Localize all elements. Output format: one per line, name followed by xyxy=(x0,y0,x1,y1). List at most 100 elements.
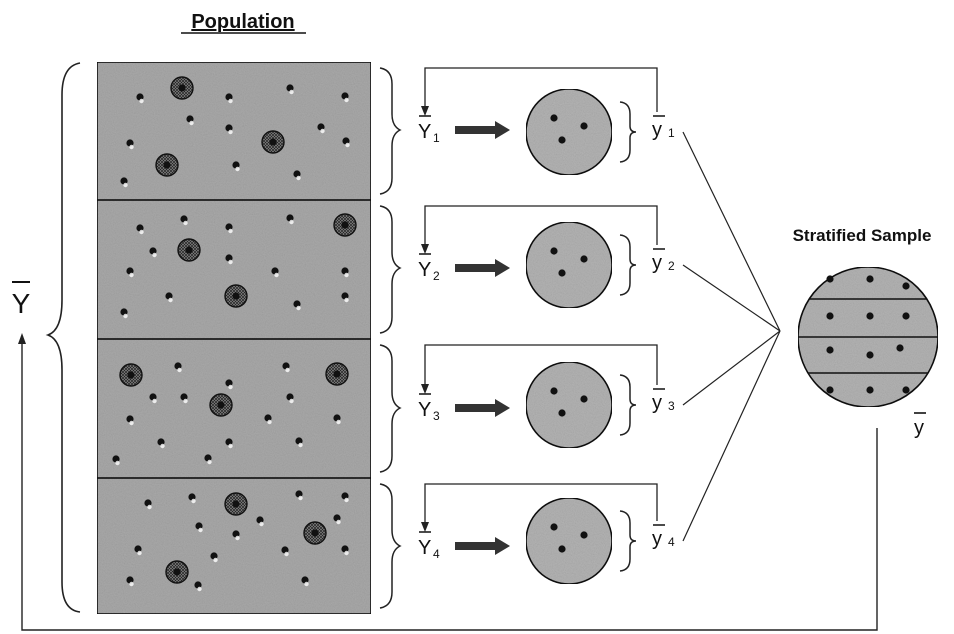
dot-highlight xyxy=(320,129,324,133)
sampled-unit-dot xyxy=(232,292,239,299)
stratum-feedback-arrowhead xyxy=(421,106,429,116)
stratum-mean-label: Y xyxy=(418,121,431,143)
stratum-to-sample-line xyxy=(683,132,780,331)
sample-unit-dot xyxy=(580,122,587,129)
sampled-unit-dot xyxy=(269,138,276,145)
sample-mean-label: y xyxy=(652,528,662,550)
sample-mean-subscript: 2 xyxy=(668,259,675,273)
stratified-unit-dot xyxy=(902,386,909,393)
sample-mean-label: y xyxy=(914,417,924,439)
dot-highlight xyxy=(235,167,239,171)
stratified-unit-dot xyxy=(826,312,833,319)
sample-unit-dot xyxy=(550,523,557,530)
stratified-unit-dot xyxy=(826,346,833,353)
stratum-brace xyxy=(380,68,400,194)
stratum-flows: Y 1 y 1Y 2y 2Y 3y 3Y 4y 4 xyxy=(380,68,780,608)
dot-highlight xyxy=(123,183,127,187)
stratum-4 xyxy=(97,478,371,614)
sample-mean-subscript: 4 xyxy=(668,535,675,549)
sample-unit-dot xyxy=(580,395,587,402)
dot-highlight xyxy=(183,221,187,225)
dot-highlight xyxy=(267,420,271,424)
dot-highlight xyxy=(189,121,193,125)
sample-mean-subscript: 3 xyxy=(668,399,675,413)
dot-highlight xyxy=(129,421,133,425)
population-title: Population xyxy=(191,11,294,33)
stratified-unit-dot xyxy=(866,351,873,358)
dot-highlight xyxy=(129,273,133,277)
stratum-to-sample-line xyxy=(683,331,780,405)
dot-highlight xyxy=(137,551,141,555)
dot-highlight xyxy=(228,130,232,134)
dot-highlight xyxy=(228,385,232,389)
stratum-brace xyxy=(380,484,400,608)
dot-highlight xyxy=(345,143,349,147)
sample-unit-dot xyxy=(558,545,565,552)
dot-highlight xyxy=(129,582,133,586)
dot-highlight xyxy=(344,98,348,102)
sample-unit-dot xyxy=(558,409,565,416)
dot-highlight xyxy=(336,420,340,424)
stratum-brace xyxy=(380,345,400,472)
dot-highlight xyxy=(115,461,119,465)
sample-unit-dot xyxy=(558,269,565,276)
dot-highlight xyxy=(259,522,263,526)
dot-highlight xyxy=(344,298,348,302)
dot-highlight xyxy=(304,582,308,586)
sample-brace xyxy=(620,511,636,571)
stratum-sample-circle xyxy=(526,222,612,308)
dot-highlight xyxy=(336,520,340,524)
sample-mean-label: y xyxy=(652,119,662,141)
sampled-unit-dot xyxy=(163,161,170,168)
dot-highlight xyxy=(123,314,127,318)
stratum-flow-2: Y 2y 2 xyxy=(380,206,780,333)
dot-highlight xyxy=(152,253,156,257)
dot-highlight xyxy=(344,498,348,502)
sampling-arrowhead xyxy=(495,537,510,555)
stratum-to-sample-line xyxy=(683,331,780,541)
sampled-unit-dot xyxy=(333,370,340,377)
stratum-box xyxy=(97,339,371,478)
stratified-unit-dot xyxy=(826,275,833,282)
dot-highlight xyxy=(228,99,232,103)
dot-highlight xyxy=(191,499,195,503)
dot-highlight xyxy=(344,551,348,555)
dot-highlight xyxy=(139,230,143,234)
dot-highlight xyxy=(147,505,151,509)
sampled-unit-dot xyxy=(127,371,134,378)
sample-unit-dot xyxy=(558,136,565,143)
dot-highlight xyxy=(228,260,232,264)
sampling-arrow-shaft xyxy=(455,404,497,412)
dot-highlight xyxy=(197,587,201,591)
dot-highlight xyxy=(274,273,278,277)
stratum-to-sample-line xyxy=(683,265,780,331)
stratum-feedback-arrowhead xyxy=(421,522,429,532)
stratified-sample-circle xyxy=(798,267,938,407)
sample-mean-label: y xyxy=(652,392,662,414)
stratified-unit-dot xyxy=(902,312,909,319)
sampled-unit-dot xyxy=(178,84,185,91)
sampling-arrow-shaft xyxy=(455,542,497,550)
dot-highlight xyxy=(228,229,232,233)
stratum-mean-subscript: 3 xyxy=(433,409,440,423)
sample-brace xyxy=(620,375,636,435)
stratified-sample-title: Stratified Sample xyxy=(793,226,932,245)
dot-highlight xyxy=(152,399,156,403)
dot-highlight xyxy=(198,528,202,532)
sample-unit-dot xyxy=(550,114,557,121)
sampling-arrowhead xyxy=(495,121,510,139)
dot-highlight xyxy=(285,368,289,372)
stratum-mean-label: Y xyxy=(418,537,431,559)
sample-unit-dot xyxy=(580,255,587,262)
stratum-3 xyxy=(97,339,371,478)
stratum-2 xyxy=(97,200,371,339)
sample-unit-dot xyxy=(550,247,557,254)
stratified-unit-dot xyxy=(866,312,873,319)
stratum-box xyxy=(97,62,371,200)
dot-highlight xyxy=(213,558,217,562)
dot-highlight xyxy=(298,496,302,500)
sampled-unit-dot xyxy=(341,221,348,228)
dot-highlight xyxy=(228,444,232,448)
stratum-brace xyxy=(380,206,400,333)
stratified-unit-dot xyxy=(866,386,873,393)
